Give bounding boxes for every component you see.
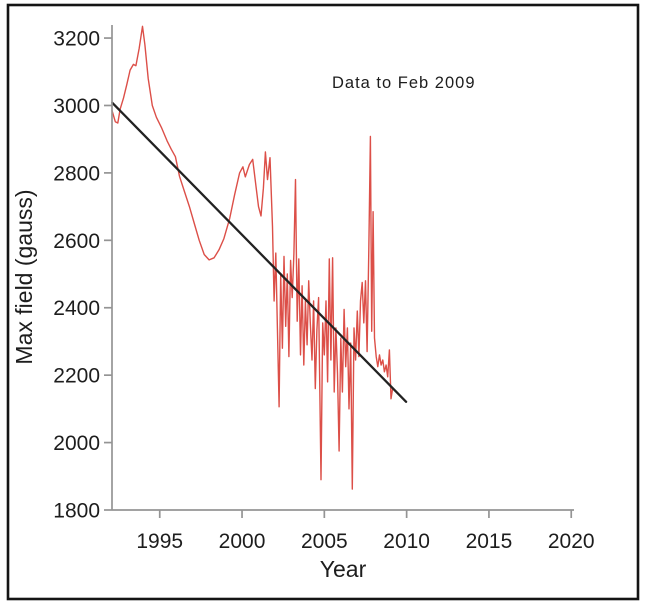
tick-labels: 1995 2000 2005 2010 2015 2020 1800 2000 2200 2400…	[53, 28, 594, 553]
y-tick-label: 3000	[53, 95, 100, 118]
x-tick-label: 1995	[136, 530, 183, 553]
x-tick-label: 2000	[219, 530, 266, 553]
x-axis-title: Year	[320, 556, 367, 582]
x-tick-label: 2020	[548, 530, 595, 553]
y-tick-label: 2400	[53, 297, 100, 320]
x-tick-label: 2005	[301, 530, 348, 553]
figure-border	[6, 3, 640, 601]
y-tick-label: 1800	[53, 500, 100, 523]
y-tick-label: 3200	[53, 28, 100, 51]
series-linear-trend	[111, 101, 408, 403]
y-axis-title: Max field (gauss)	[11, 189, 37, 364]
series-sunspot-max-field	[111, 25, 394, 490]
axes	[111, 25, 574, 511]
y-tick-label: 2800	[53, 162, 100, 185]
x-tick-label: 2015	[466, 530, 513, 553]
tick-marks	[104, 37, 573, 518]
y-tick-label: 2000	[53, 432, 100, 455]
x-tick-label: 2010	[383, 530, 430, 553]
annotation-data-range: Data to Feb 2009	[332, 74, 476, 92]
y-tick-label: 2600	[53, 230, 100, 253]
y-tick-label: 2200	[53, 365, 100, 388]
data-series	[111, 25, 408, 490]
